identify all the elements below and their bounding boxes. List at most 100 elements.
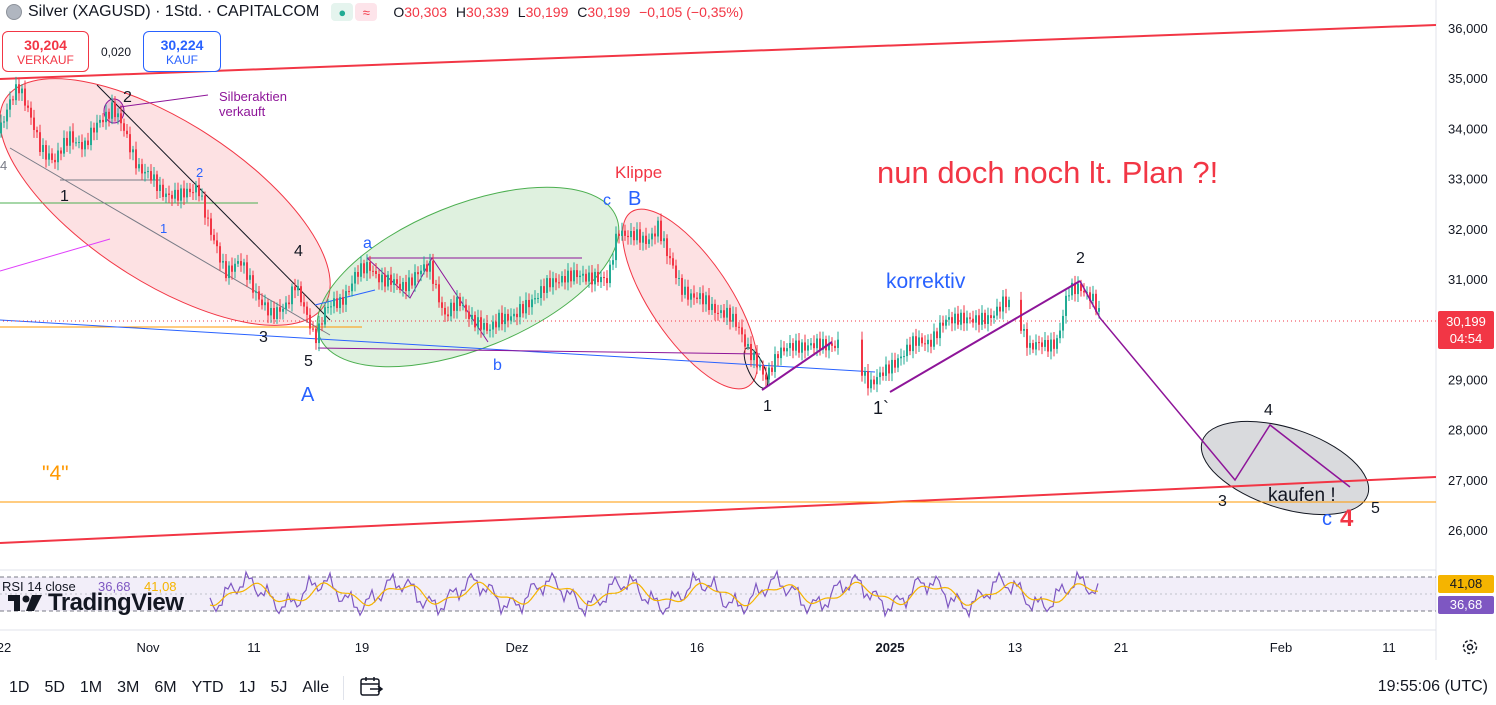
close-value: 30,199: [587, 4, 631, 20]
candle-body: [555, 278, 557, 283]
candle-body: [678, 277, 680, 279]
candle-body: [804, 342, 806, 351]
symbol-title[interactable]: Silver (XAGUSD) · 1Std. · CAPITALCOM: [28, 3, 320, 20]
wave-c-small-label: c: [603, 192, 611, 209]
candle-body: [126, 130, 128, 135]
candle-body: [12, 99, 14, 101]
candle-body: [519, 304, 521, 318]
tradingview-mark-icon: [8, 595, 42, 611]
candle-body: [582, 273, 584, 276]
candle-body: [159, 184, 161, 191]
candle-body: [378, 274, 380, 283]
candle-body: [330, 306, 332, 308]
candle-body: [573, 270, 575, 282]
toolbar-separator: [343, 676, 344, 700]
candle-body: [417, 272, 419, 275]
timeframe-1j[interactable]: 1J: [238, 679, 256, 696]
candle-body: [270, 307, 272, 316]
timeframe-alle[interactable]: Alle: [302, 679, 330, 696]
candle-body: [561, 276, 563, 283]
candle-body: [48, 153, 50, 160]
candle-body: [213, 234, 215, 241]
candle-body: [33, 117, 35, 130]
candle-body: [63, 137, 65, 154]
y-tick-label: 33,000: [1448, 172, 1488, 187]
candle-body: [1092, 293, 1094, 302]
high-value: 30,339: [466, 4, 509, 20]
candle-body: [462, 304, 464, 306]
candle-body: [765, 374, 767, 380]
candle-body: [150, 171, 152, 181]
candle-body: [66, 137, 68, 146]
candle-body: [951, 317, 953, 324]
timeframe-1m[interactable]: 1M: [79, 679, 103, 696]
timeframe-6m[interactable]: 6M: [154, 679, 177, 696]
candle-body: [615, 233, 617, 261]
candle-body: [669, 256, 671, 259]
candle-body: [576, 270, 578, 278]
data-delay-icon[interactable]: ≈: [355, 3, 378, 21]
candle-body: [717, 312, 719, 314]
candle-body: [621, 230, 623, 236]
purple-leg-1: [761, 341, 833, 391]
candle-body: [672, 258, 674, 266]
kaufen-label: kaufen !: [1268, 485, 1336, 506]
wave-1-label: 1: [60, 188, 69, 205]
candle-body: [174, 189, 176, 199]
candle-body: [807, 345, 809, 351]
sell-label: VERKAUF: [17, 52, 74, 67]
candle-body: [162, 184, 164, 197]
candle-body: [345, 291, 347, 305]
utc-clock[interactable]: 19:55:06 (UTC): [1377, 678, 1488, 695]
candle-body: [570, 270, 572, 282]
buy-button[interactable]: 30,224 KAUF: [143, 31, 221, 72]
timeframe-ytd[interactable]: YTD: [191, 679, 224, 696]
candle-body: [690, 293, 692, 300]
candle-body: [822, 339, 824, 350]
candle-body: [360, 263, 362, 277]
wave-B-label: B: [628, 188, 641, 210]
candle-body: [735, 313, 737, 327]
timeframe-1d[interactable]: 1D: [9, 679, 30, 696]
last-price-badge: [1438, 311, 1494, 349]
go-to-date-icon[interactable]: [358, 674, 384, 700]
candle-body: [177, 189, 179, 201]
candle-body: [246, 262, 248, 280]
candle-body: [861, 339, 863, 376]
candle-body: [261, 299, 263, 306]
candle-body: [399, 283, 401, 290]
timeframe-5j[interactable]: 5J: [270, 679, 288, 696]
timeframe-5d[interactable]: 5D: [44, 679, 65, 696]
candle-body: [258, 291, 260, 300]
candle-body: [915, 336, 917, 346]
candle-body: [1068, 295, 1070, 297]
candle-body: [891, 359, 893, 374]
candle-body: [1023, 329, 1025, 331]
candle-body: [681, 277, 683, 295]
candle-body: [264, 302, 266, 306]
candle-body: [423, 264, 425, 271]
low-value: 30,199: [525, 4, 569, 20]
candle-body: [594, 271, 596, 285]
candle-body: [312, 328, 314, 330]
candle-body: [714, 303, 716, 313]
target-wave-5-label: 5: [1371, 500, 1380, 517]
wave-4-target-label: 4: [1340, 505, 1354, 532]
candle-body: [1056, 338, 1058, 349]
target-wave-3-label: 3: [1218, 493, 1227, 510]
klippe-label: Klippe: [615, 163, 662, 182]
candle-body: [9, 99, 11, 110]
market-open-icon[interactable]: ●: [331, 3, 354, 21]
tradingview-logo[interactable]: TradingView: [6, 589, 184, 616]
candle-body: [585, 273, 587, 282]
candle-body: [1074, 282, 1076, 295]
sell-button[interactable]: 30,204 VERKAUF: [2, 31, 89, 72]
candle-body: [1047, 339, 1049, 352]
candle-body: [168, 193, 170, 195]
candle-body: [927, 339, 929, 345]
candle-body: [123, 123, 125, 131]
timeframe-3m[interactable]: 3M: [117, 679, 140, 696]
candle-body: [756, 352, 758, 368]
chart-settings-gear-icon[interactable]: [1460, 637, 1480, 657]
